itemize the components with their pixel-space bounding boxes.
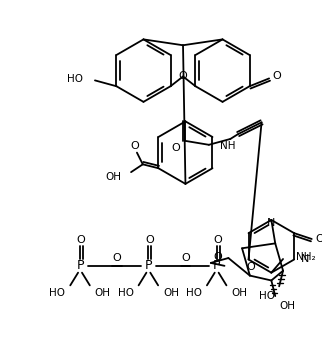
Text: P: P — [213, 260, 221, 272]
Text: O: O — [171, 143, 180, 153]
Text: O: O — [77, 235, 85, 245]
Text: OH: OH — [105, 172, 121, 182]
Text: O: O — [315, 234, 322, 244]
Text: O: O — [145, 235, 154, 245]
Text: O: O — [272, 71, 281, 82]
Text: HO: HO — [67, 75, 83, 84]
Text: HO: HO — [259, 291, 275, 301]
Text: OH: OH — [279, 301, 295, 311]
Text: O: O — [179, 71, 187, 82]
Text: O: O — [213, 252, 222, 262]
Text: OH: OH — [231, 288, 247, 298]
Text: HO: HO — [49, 288, 65, 298]
Text: O: O — [181, 253, 190, 263]
Text: N: N — [267, 218, 276, 228]
Text: O: O — [113, 253, 121, 263]
Text: HO: HO — [118, 288, 134, 298]
Text: O: O — [213, 235, 222, 245]
Text: O: O — [246, 262, 255, 272]
Text: P: P — [76, 260, 84, 272]
Text: N: N — [301, 255, 309, 264]
Text: OH: OH — [163, 288, 179, 298]
Text: OH: OH — [95, 288, 111, 298]
Text: NH₂: NH₂ — [296, 252, 315, 262]
Text: P: P — [145, 260, 152, 272]
Text: NH: NH — [220, 141, 235, 151]
Text: HO: HO — [186, 288, 202, 298]
Text: O: O — [131, 141, 139, 151]
